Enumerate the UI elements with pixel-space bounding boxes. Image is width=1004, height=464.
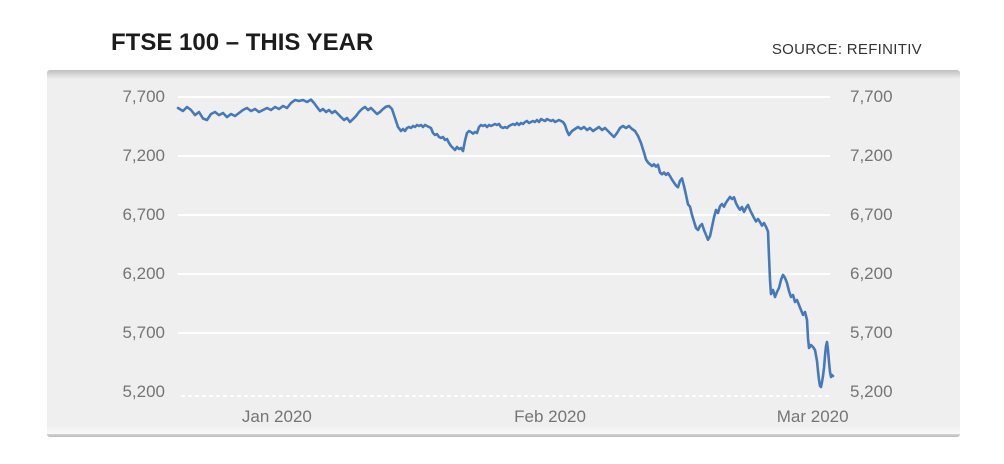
panel-top-shadow xyxy=(47,70,960,79)
chart-source-label: SOURCE: REFINITIV xyxy=(771,41,922,58)
ftse100-price-line xyxy=(176,98,835,389)
chart-panel xyxy=(47,70,960,437)
panel-bottom-edge xyxy=(47,434,960,437)
panel-bottom-fade xyxy=(47,425,960,434)
chart-title: FTSE 100 – THIS YEAR xyxy=(111,29,374,56)
